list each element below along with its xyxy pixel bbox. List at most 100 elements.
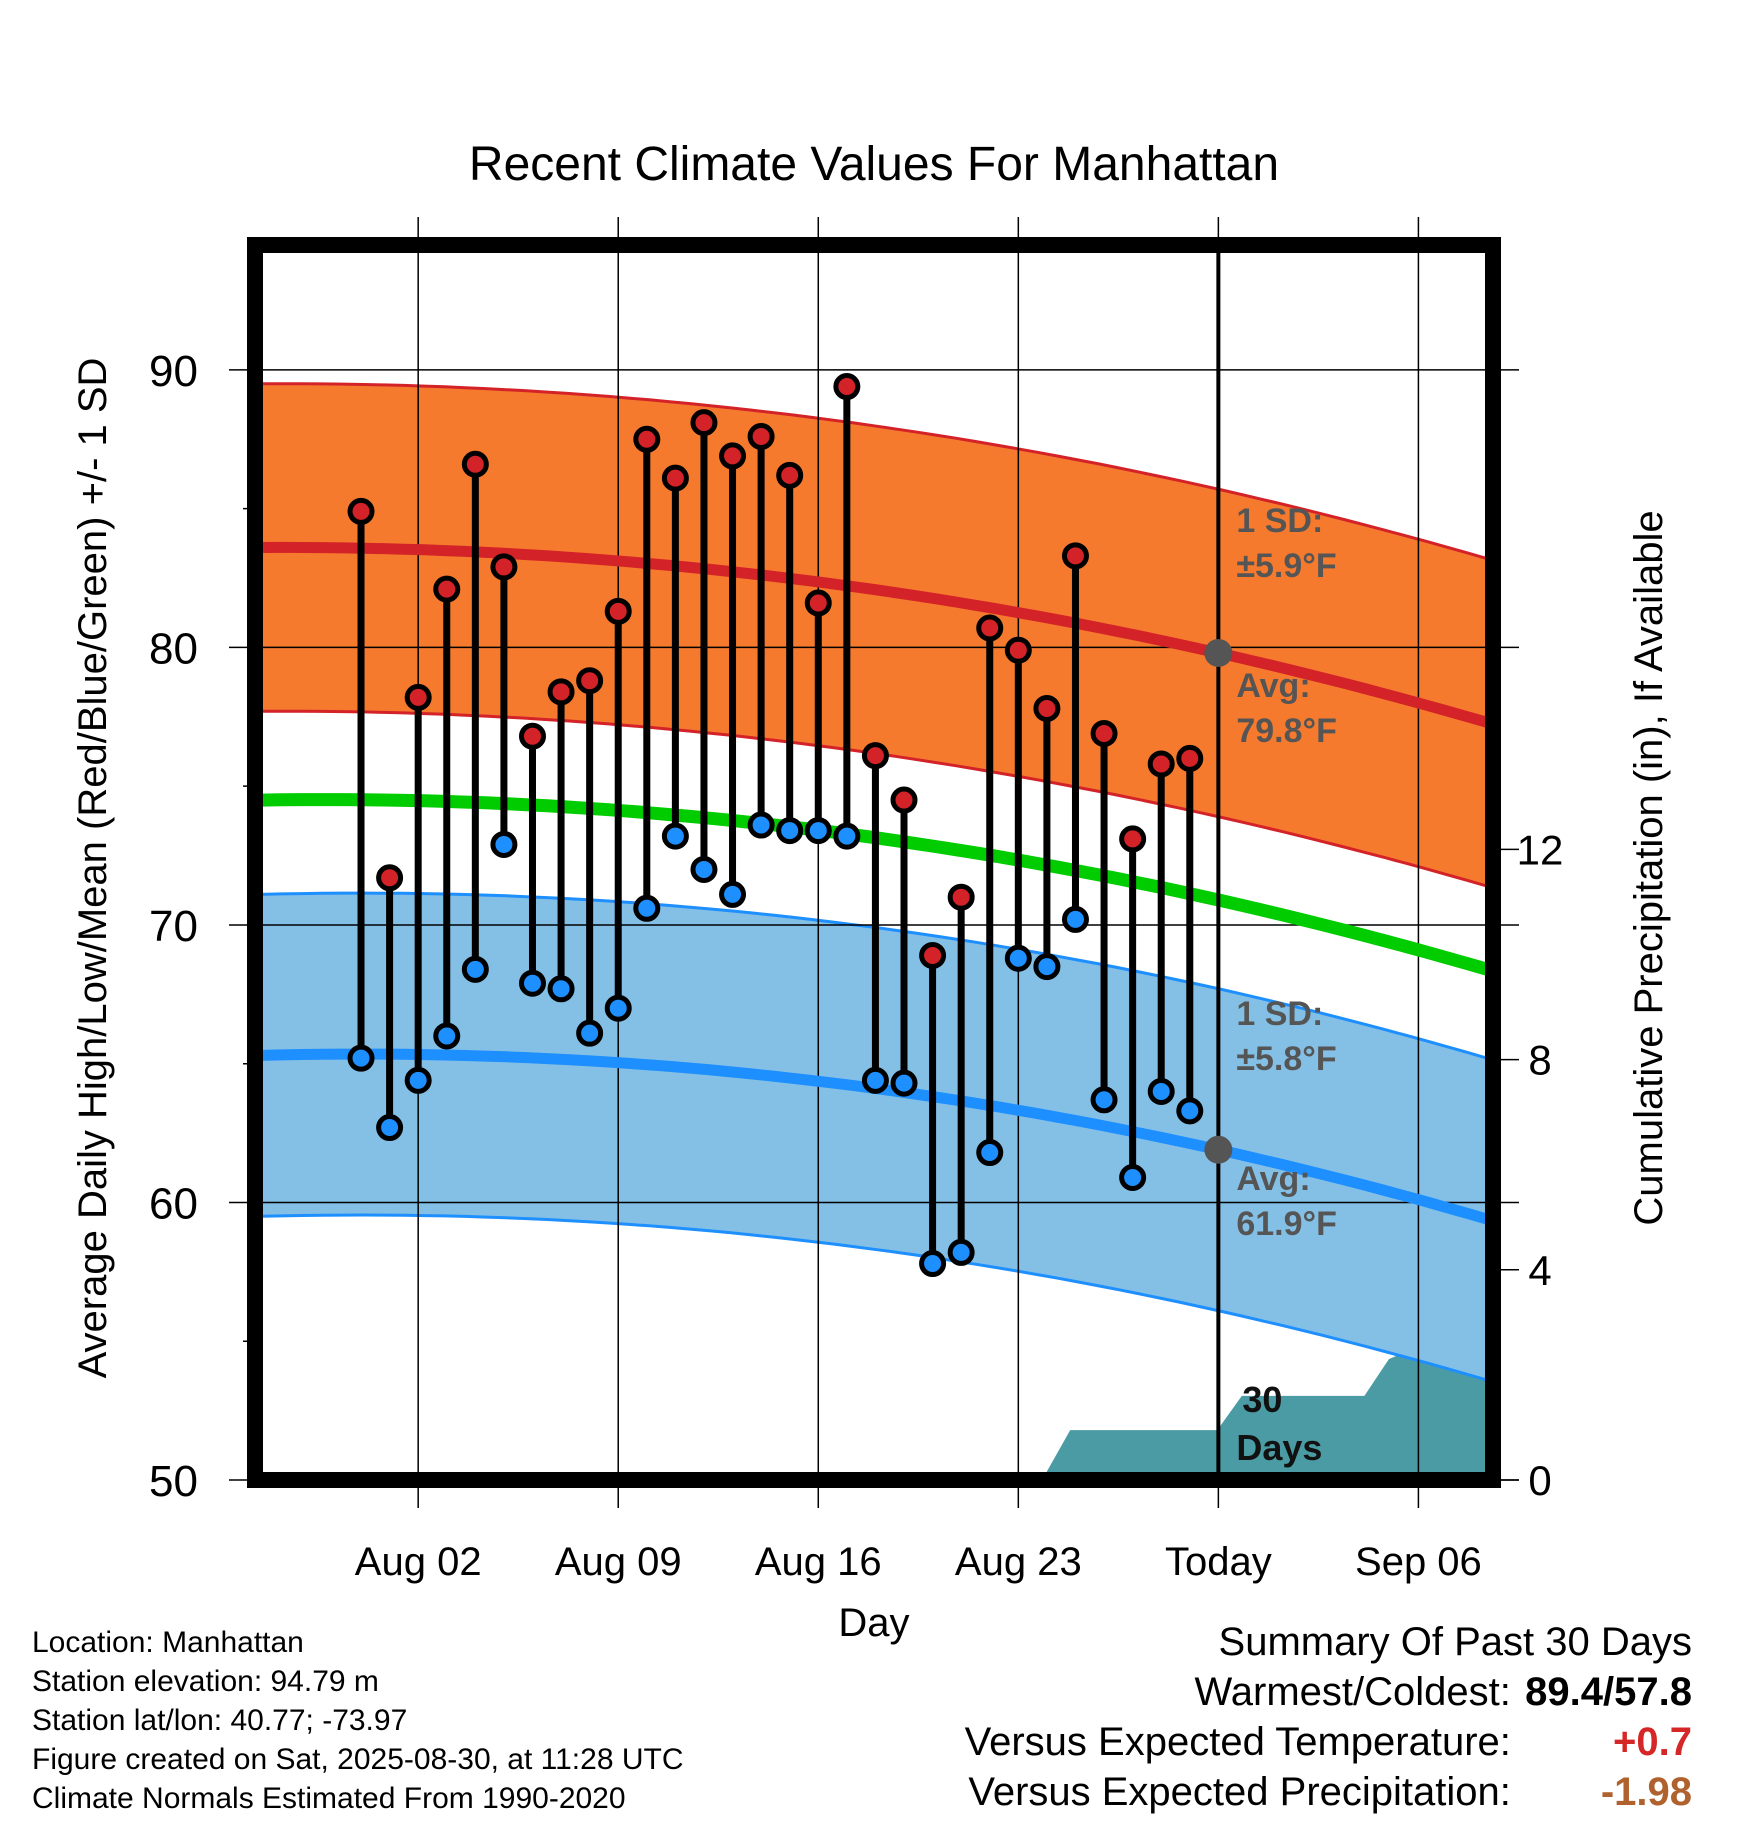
daily-low-point (661, 822, 689, 850)
daily-low-point (719, 880, 747, 908)
daily-low-point (747, 811, 775, 839)
daily-high-point (1061, 542, 1089, 570)
daily-high-point (376, 864, 404, 892)
summary-temp: Versus Expected Temperature: +0.7 (965, 1717, 1692, 1767)
daily-low-point (633, 894, 661, 922)
y-axis-label: Average Daily High/Low/Mean (Red/Blue/Gr… (71, 358, 115, 1379)
x-tick-label: Today (1165, 1540, 1272, 1584)
precip-days-annotation: 30 (1242, 1379, 1282, 1420)
daily-high-point (804, 589, 832, 617)
today-low-marker (1204, 1135, 1233, 1164)
high-sd-value-annotation: ±5.9°F (1236, 547, 1336, 585)
daily-high-point (1090, 719, 1118, 747)
daily-low-point (1090, 1086, 1118, 1114)
daily-low-point (804, 817, 832, 845)
x-tick-label: Aug 02 (355, 1540, 482, 1584)
high-avg-annotation: Avg: (1236, 667, 1310, 705)
x-tick-label: Aug 23 (955, 1540, 1082, 1584)
daily-low-point (890, 1069, 918, 1097)
daily-low-point (776, 817, 804, 845)
daily-high-point (919, 941, 947, 969)
warm-cold-label: Warmest/Coldest: (1194, 1670, 1511, 1714)
daily-high-point (433, 575, 461, 603)
daily-low-point (1033, 953, 1061, 981)
precip-area (261, 1348, 1487, 1480)
summary-warm-cold: Warmest/Coldest: 89.4/57.8 (965, 1667, 1693, 1717)
daily-high-point (1176, 744, 1204, 772)
daily-low-point (518, 969, 546, 997)
y-tick-label: 90 (149, 347, 198, 396)
low-avg-value-annotation: 61.9°F (1236, 1205, 1337, 1243)
y-tick-label: 60 (149, 1179, 198, 1228)
daily-low-point (1061, 905, 1089, 933)
daily-low-point (490, 830, 518, 858)
temp-value: +0.7 (1613, 1720, 1692, 1764)
daily-high-point (547, 678, 575, 706)
daily-low-point (690, 855, 718, 883)
daily-low-point (919, 1250, 947, 1278)
daily-low-point (976, 1139, 1004, 1167)
daily-high-point (633, 425, 661, 453)
daily-high-point (947, 883, 975, 911)
daily-high-point (661, 464, 689, 492)
low-avg-annotation: Avg: (1236, 1160, 1310, 1198)
precip-value: -1.98 (1600, 1770, 1692, 1814)
high-sd-annotation: 1 SD: (1236, 502, 1323, 540)
info-latlon: Station lat/lon: 40.77; -73.97 (32, 1704, 408, 1737)
daily-low-point (833, 822, 861, 850)
daily-high-point (776, 461, 804, 489)
daily-high-point (404, 683, 432, 711)
summary-precip: Versus Expected Precipitation: -1.98 (965, 1767, 1692, 1817)
daily-low-point (347, 1044, 375, 1072)
daily-high-point (604, 597, 632, 625)
summary-title: Summary Of Past 30 Days (1218, 1620, 1692, 1664)
summary-panel: Summary Of Past 30 Days Warmest/Coldest:… (965, 1617, 1692, 1817)
daily-high-point (490, 553, 518, 581)
daily-low-point (547, 975, 575, 1003)
daily-high-point (1004, 636, 1032, 664)
daily-low-point (604, 994, 632, 1022)
precip-label: Versus Expected Precipitation: (968, 1770, 1511, 1814)
daily-high-point (461, 450, 489, 478)
daily-high-point (347, 497, 375, 525)
daily-low-point (376, 1114, 404, 1142)
daily-low-point (1176, 1097, 1204, 1125)
y2-tick-label: 8 (1528, 1037, 1551, 1084)
x-tick-label: Sep 06 (1355, 1540, 1482, 1584)
high-avg-value-annotation: 79.8°F (1236, 712, 1337, 750)
daily-low-point (404, 1066, 432, 1094)
info-normals: Climate Normals Estimated From 1990-2020 (32, 1782, 626, 1815)
daily-high-point (576, 667, 604, 695)
daily-low-point (861, 1066, 889, 1094)
y2-axis-label: Cumulative Precipitation (in), If Availa… (1627, 510, 1671, 1225)
low-sd-band (261, 893, 1487, 1381)
y2-tick-label: 12 (1517, 826, 1564, 873)
daily-high-point (518, 722, 546, 750)
normal-high-line (260, 541, 1489, 728)
station-info: Location: Manhattan Station elevation: 9… (32, 1623, 684, 1818)
chart-title: Recent Climate Values For Manhattan (469, 138, 1279, 191)
info-elevation: Station elevation: 94.79 m (32, 1665, 379, 1698)
info-created: Figure created on Sat, 2025-08-30, at 11… (32, 1743, 684, 1776)
daily-high-point (890, 786, 918, 814)
info-location: Location: Manhattan (32, 1626, 304, 1659)
y-tick-label: 80 (149, 624, 198, 673)
daily-low-point (433, 1022, 461, 1050)
today-high-marker (1204, 638, 1233, 667)
x-tick-label: Aug 09 (555, 1540, 682, 1584)
high-sd-upper-line (260, 382, 1488, 561)
temp-label: Versus Expected Temperature: (964, 1720, 1511, 1764)
daily-high-point (976, 614, 1004, 642)
daily-high-point (1147, 750, 1175, 778)
y-tick-label: 50 (149, 1457, 198, 1506)
daily-low-point (947, 1238, 975, 1266)
low-sd-annotation: 1 SD: (1236, 995, 1323, 1033)
plot-area: Aug 02 Aug 09 Aug 16 Aug 23 Today Sep 06 50 60 7… (149, 217, 1563, 1584)
daily-high-point (719, 442, 747, 470)
daily-high-point (1119, 825, 1147, 853)
low-sd-value-annotation: ±5.8°F (1236, 1040, 1336, 1078)
warm-cold-value: 89.4/57.8 (1525, 1670, 1692, 1714)
daily-low-point (1004, 944, 1032, 972)
daily-low-point (1147, 1077, 1175, 1105)
